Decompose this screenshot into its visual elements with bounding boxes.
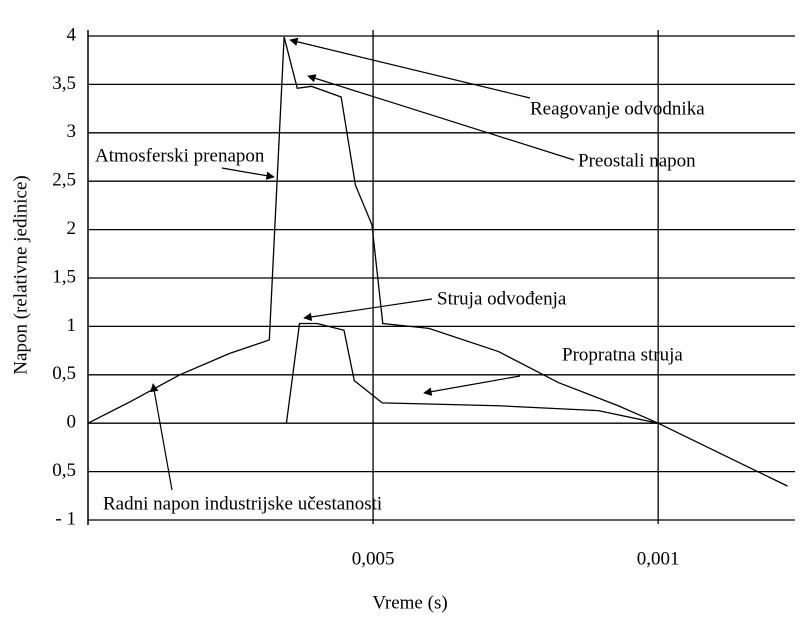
y-axis-label: Napon (relativne jedinice) bbox=[10, 175, 31, 374]
y-tick-label: 2 bbox=[67, 218, 77, 239]
y-tick-label: 0,5 bbox=[52, 363, 76, 384]
annotation: Propratna struja bbox=[562, 344, 683, 365]
y-tick-label: 2,5 bbox=[52, 170, 76, 191]
annotation-arrow bbox=[303, 298, 433, 322]
annotation: Atmosferski prenapon bbox=[95, 145, 265, 166]
annotation: Reagovanje odvodnika bbox=[530, 98, 705, 119]
annotation: Radni napon industrijske učestanosti bbox=[103, 493, 382, 514]
annotation-arrow bbox=[307, 74, 575, 161]
annotation-arrow bbox=[423, 375, 521, 396]
data-line bbox=[87, 36, 788, 487]
y-tick-label: 3,5 bbox=[52, 73, 76, 94]
y-tick-label: 3 bbox=[67, 121, 77, 142]
x-axis-label: Vreme (s) bbox=[372, 592, 447, 613]
annotation: Struja odvođenja bbox=[437, 288, 567, 309]
annotation-arrow bbox=[221, 167, 275, 180]
y-tick-label: 0 bbox=[67, 412, 77, 433]
annotation-arrow bbox=[289, 37, 531, 99]
annotation: Preostali napon bbox=[578, 150, 696, 171]
x-tick-label: 0,001 bbox=[637, 548, 680, 569]
y-tick-label: 4 bbox=[67, 24, 77, 45]
annotation-arrow bbox=[150, 383, 173, 491]
y-tick-label: 0,5 bbox=[52, 460, 76, 481]
x-tick-label: 0,005 bbox=[352, 548, 395, 569]
y-tick-label: 1 bbox=[67, 315, 77, 336]
data-line bbox=[285, 322, 659, 424]
y-tick-label: - 1 bbox=[55, 508, 76, 529]
y-tick-label: 1,5 bbox=[52, 266, 76, 287]
